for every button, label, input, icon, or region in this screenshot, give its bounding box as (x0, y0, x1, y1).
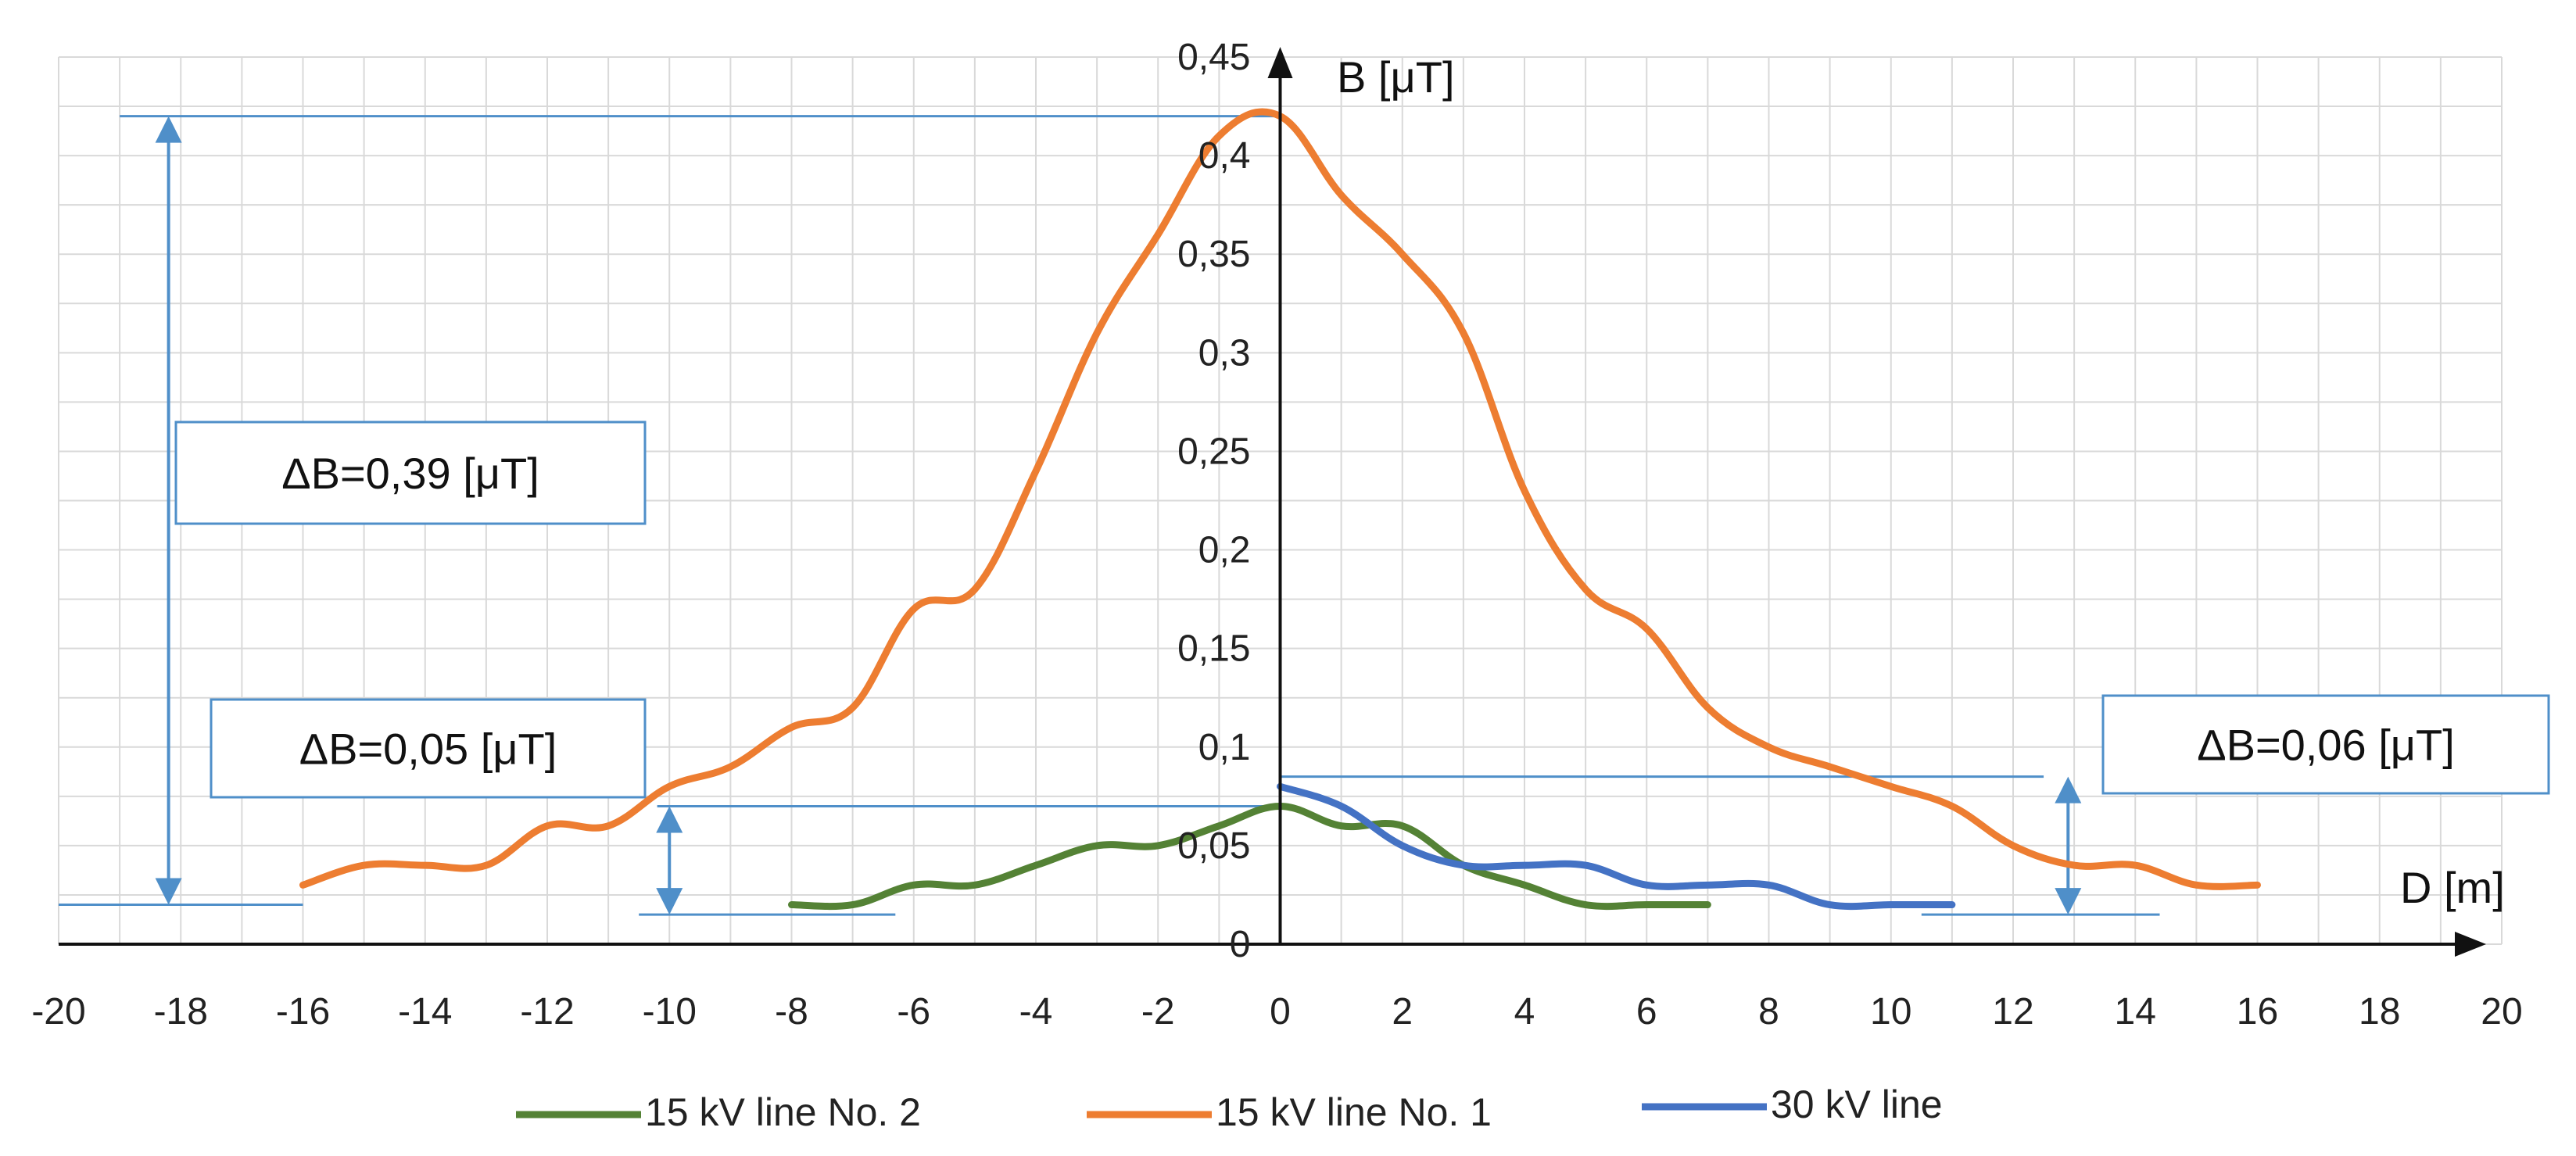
x-tick-label: 6 (1636, 991, 1657, 1033)
annotation-arrow (155, 116, 182, 905)
y-tick-label: 0 (1230, 924, 1251, 965)
x-axis-arrow (2455, 932, 2486, 957)
legend: 15 kV line No. 2 15 kV line No. 1 30 kV li… (516, 1083, 1943, 1134)
y-tick-label: 0,15 (1177, 628, 1250, 670)
y-axis-arrow (1267, 47, 1293, 78)
annotation-label: ΔB=0,05 [μT] (299, 725, 557, 774)
legend-item: 15 kV line No. 1 (1087, 1090, 1492, 1134)
annotation-box: ΔB=0,06 [μT] (2101, 694, 2550, 795)
x-tick-label: -8 (775, 991, 808, 1033)
x-tick-label: -2 (1141, 991, 1175, 1033)
legend-label: 30 kV line (1771, 1083, 1943, 1126)
axes (59, 47, 2486, 957)
y-tick-label: 0,3 (1198, 332, 1251, 374)
annotation-label: ΔB=0,06 [μT] (2197, 721, 2455, 770)
x-tick-label: -20 (31, 991, 85, 1033)
annotation-arrow (656, 806, 683, 915)
x-tick-label: -6 (897, 991, 930, 1033)
x-tick-label: 10 (1870, 991, 1911, 1033)
legend-item: 30 kV line (1642, 1083, 1943, 1126)
x-axis-label: D [m] (2400, 863, 2505, 912)
series-line-15-kv-line-no-1 (299, 108, 2261, 890)
annotation-box: ΔB=0,39 [μT] (174, 421, 647, 525)
series-lines (299, 108, 2261, 911)
legend-label: 15 kV line No. 2 (645, 1090, 921, 1134)
y-tick-label: 0,45 (1177, 37, 1250, 78)
series-line-15-kv-line-no-2 (788, 802, 1711, 911)
x-tick-label: -12 (520, 991, 574, 1033)
tick-labels: -20 -18 -16 -14 -12 -10 -8 -6 -4 -2 0 2 4 6 8 10 12 14 16 1… (31, 37, 2522, 1033)
x-tick-label: 4 (1514, 991, 1535, 1033)
y-tick-label: 0,35 (1177, 234, 1250, 275)
x-tick-label: 12 (1992, 991, 2033, 1033)
x-tick-label: 8 (1758, 991, 1779, 1033)
x-tick-label: -10 (643, 991, 697, 1033)
legend-item: 15 kV line No. 2 (516, 1090, 921, 1134)
y-tick-label: 0,4 (1198, 135, 1251, 177)
annotation-arrow (2055, 776, 2082, 915)
x-tick-label: 2 (1392, 991, 1413, 1033)
x-tick-label: 0 (1270, 991, 1291, 1033)
y-tick-label: 0,25 (1177, 431, 1250, 472)
x-tick-label: -16 (276, 991, 330, 1033)
annotation-box: ΔB=0,05 [μT] (210, 698, 647, 799)
annotations: ΔB=0,39 [μT] ΔB=0,05 [μT] ΔB=0,06 [μT] (59, 115, 2550, 916)
x-tick-label: 20 (2481, 991, 2522, 1033)
x-tick-label: 16 (2237, 991, 2278, 1033)
y-axis-label: B [μT] (1337, 52, 1455, 102)
annotation-label: ΔB=0,39 [μT] (281, 449, 539, 498)
x-tick-label: 14 (2115, 991, 2156, 1033)
x-tick-label: -4 (1019, 991, 1053, 1033)
legend-label: 15 kV line No. 1 (1216, 1090, 1492, 1134)
y-tick-label: 0,1 (1198, 727, 1251, 768)
x-tick-label: -14 (398, 991, 452, 1033)
y-tick-label: 0,05 (1177, 825, 1250, 867)
y-tick-label: 0,2 (1198, 530, 1251, 571)
x-tick-label: 18 (2359, 991, 2400, 1033)
series-line-30-kv-line (1277, 782, 1956, 911)
x-tick-label: -18 (154, 991, 208, 1033)
